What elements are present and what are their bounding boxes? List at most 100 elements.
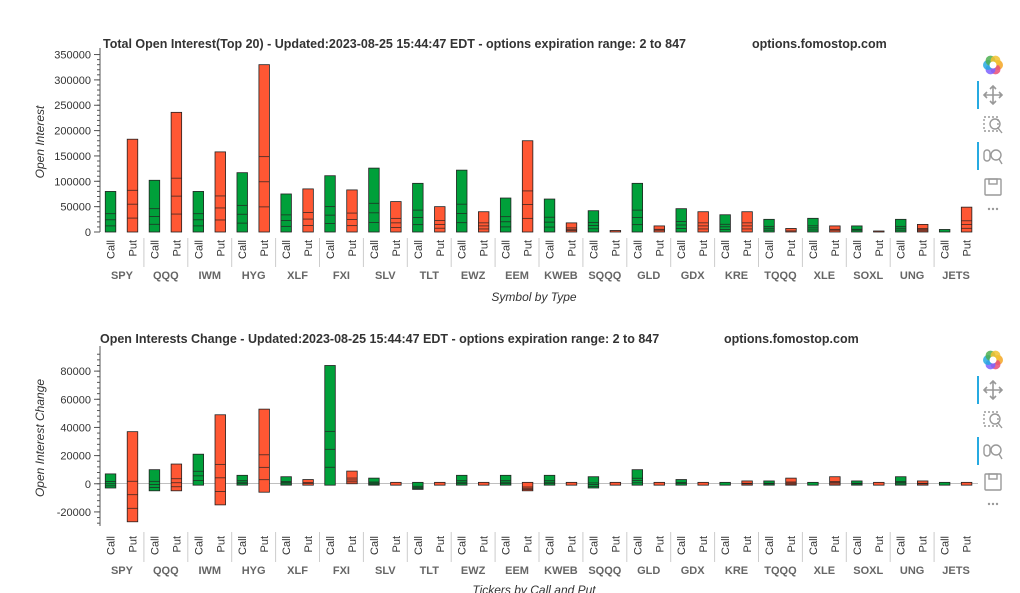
call-bar[interactable] (192, 453, 205, 486)
put-bar[interactable] (214, 151, 226, 233)
bokeh-logo-icon[interactable] (983, 55, 1003, 75)
call-bar[interactable] (938, 481, 951, 486)
put-bar[interactable] (873, 481, 885, 486)
put-bar[interactable] (521, 140, 534, 233)
ticker-group-xle: Call Put Call XLE (801, 476, 842, 577)
put-bar[interactable] (302, 188, 314, 233)
wheel-zoom-icon[interactable] (983, 149, 1003, 165)
pan-icon[interactable] (982, 379, 1004, 401)
put-bar[interactable] (565, 222, 578, 233)
put-bar[interactable] (653, 481, 665, 486)
call-bar[interactable] (499, 474, 512, 486)
put-bar[interactable] (697, 211, 709, 233)
put-bar[interactable] (609, 230, 622, 233)
put-bar[interactable] (346, 470, 358, 485)
put-label: Put (830, 536, 842, 553)
put-bar[interactable] (258, 408, 270, 493)
put-bar[interactable] (873, 230, 885, 233)
call-bar[interactable] (148, 469, 161, 492)
put-bar[interactable] (785, 228, 797, 233)
call-bar[interactable] (368, 477, 380, 486)
put-bar[interactable] (609, 481, 622, 486)
put-bar[interactable] (214, 414, 226, 506)
call-label-spacer: Call (808, 221, 820, 240)
call-bar[interactable] (895, 218, 907, 233)
put-bar[interactable] (434, 481, 446, 486)
toolbar (977, 55, 1004, 211)
call-bar[interactable] (675, 208, 687, 233)
call-bar[interactable] (324, 365, 336, 486)
put-bar[interactable] (170, 463, 183, 492)
ticker-label: EWZ (461, 565, 486, 577)
put-bar[interactable] (785, 477, 797, 486)
call-bar[interactable] (807, 217, 819, 233)
call-bar[interactable] (280, 193, 292, 233)
put-bar[interactable] (478, 211, 490, 233)
call-bar[interactable] (587, 476, 600, 489)
call-bar[interactable] (543, 474, 556, 486)
call-bar[interactable] (368, 167, 380, 233)
box-zoom-icon[interactable] (983, 116, 1003, 134)
call-bar[interactable] (719, 214, 731, 233)
more-icon[interactable] (987, 207, 999, 211)
put-bar[interactable] (126, 431, 139, 523)
call-bar[interactable] (412, 182, 424, 233)
put-bar[interactable] (960, 206, 973, 233)
call-bar[interactable] (104, 191, 117, 233)
put-bar[interactable] (697, 481, 709, 486)
call-bar[interactable] (543, 198, 556, 233)
put-bar[interactable] (829, 476, 841, 486)
ticker-group-spy: Call Put Call SPY (104, 431, 139, 577)
ticker-group-jets: Call Put Call JETS (933, 206, 974, 282)
call-bar[interactable] (719, 481, 731, 486)
ticker-label: IWM (198, 565, 221, 577)
save-icon[interactable] (984, 178, 1002, 196)
put-bar[interactable] (917, 223, 929, 233)
call-bar[interactable] (763, 218, 775, 233)
call-bar[interactable] (324, 175, 336, 233)
call-bar[interactable] (104, 473, 117, 489)
box-zoom-icon[interactable] (983, 411, 1003, 429)
put-bar[interactable] (390, 481, 402, 486)
call-bar[interactable] (587, 210, 600, 233)
call-bar[interactable] (895, 476, 907, 486)
call-bar[interactable] (631, 469, 644, 486)
put-bar[interactable] (126, 138, 139, 233)
call-bar[interactable] (499, 197, 512, 233)
call-bar[interactable] (148, 179, 161, 233)
call-bar[interactable] (938, 229, 951, 233)
call-bar[interactable] (456, 169, 468, 233)
call-bar[interactable] (280, 476, 292, 486)
put-bar[interactable] (170, 111, 183, 233)
put-bar[interactable] (258, 64, 270, 233)
bokeh-logo-icon[interactable] (983, 350, 1003, 370)
call-bar[interactable] (236, 172, 248, 233)
call-bar[interactable] (456, 474, 468, 486)
put-bar[interactable] (960, 481, 973, 486)
save-icon[interactable] (984, 473, 1002, 491)
call-label: Call (325, 536, 337, 555)
ticker-label: UNG (900, 270, 924, 282)
call-bar[interactable] (192, 191, 205, 233)
put-bar[interactable] (478, 481, 490, 486)
call-bar[interactable] (412, 481, 424, 490)
put-bar[interactable] (434, 206, 446, 233)
call-bar[interactable] (807, 481, 819, 486)
put-bar[interactable] (565, 481, 578, 486)
call-label-spacer: Call (457, 517, 469, 536)
more-icon[interactable] (987, 502, 999, 506)
wheel-zoom-icon[interactable] (983, 444, 1003, 460)
put-bar[interactable] (390, 201, 402, 233)
call-bar[interactable] (236, 474, 248, 486)
put-bar[interactable] (521, 481, 534, 492)
y-tick-label: 350000 (54, 50, 91, 62)
put-bar[interactable] (346, 189, 358, 233)
ticker-label: SLV (375, 565, 396, 577)
ticker-label: UNG (900, 565, 924, 577)
call-label: Call (413, 536, 425, 555)
y-axis-label: Open Interest (33, 105, 47, 178)
call-label: Call (237, 536, 249, 555)
put-bar[interactable] (741, 211, 753, 233)
pan-icon[interactable] (982, 84, 1004, 106)
call-bar[interactable] (631, 182, 644, 233)
